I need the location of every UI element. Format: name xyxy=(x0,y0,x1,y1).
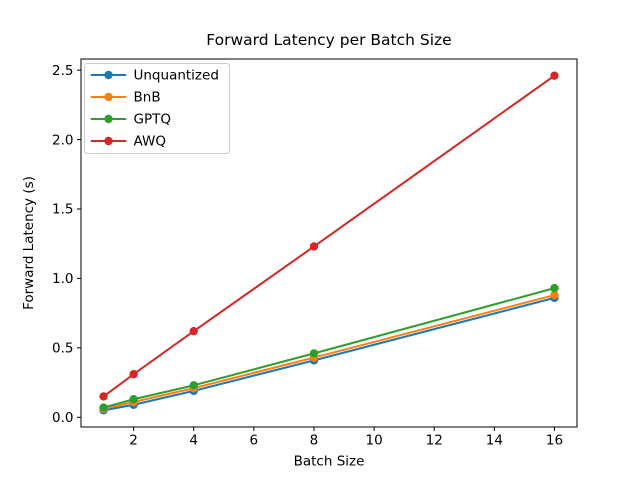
y-tick-label: 0.5 xyxy=(52,341,73,357)
series-marker-gptq xyxy=(309,349,319,358)
y-tick-label: 1.0 xyxy=(52,271,73,287)
x-axis-label: Batch Size xyxy=(294,454,365,470)
x-tick-label: 10 xyxy=(365,433,382,449)
legend-item-awq: AWQ xyxy=(90,134,166,150)
legend-label-bnb: BnB xyxy=(134,90,161,106)
x-tick-label: 8 xyxy=(310,433,319,449)
legend-box xyxy=(84,63,230,154)
legend-item-gptq: GPTQ xyxy=(90,112,171,128)
legend-swatch-marker-awq xyxy=(104,136,113,146)
x-tick-label: 16 xyxy=(546,433,563,449)
legend-swatch-marker-unquantized xyxy=(104,70,113,80)
legend-item-unquantized: Unquantized xyxy=(90,68,219,84)
y-tick-label: 0.0 xyxy=(52,410,73,426)
series-marker-gptq xyxy=(99,403,108,412)
legend-item-bnb: BnB xyxy=(90,90,161,106)
series-line-bnb xyxy=(102,294,556,410)
legend-swatch-marker-bnb xyxy=(104,92,113,102)
series-marker-awq xyxy=(99,392,108,401)
series-marker-awq xyxy=(550,71,559,80)
chart-title: Forward Latency per Batch Size xyxy=(206,31,451,49)
legend: Unquantized BnB GPTQ AWQ xyxy=(84,63,230,154)
x-tick-label: 6 xyxy=(250,433,259,449)
y-tick-label: 2.5 xyxy=(52,63,73,79)
y-axis-label: Forward Latency (s) xyxy=(21,176,37,310)
series-marker-gptq xyxy=(129,395,138,404)
x-tick-label: 4 xyxy=(189,433,198,449)
series-marker-bnb xyxy=(550,290,559,300)
series-marker-gptq xyxy=(189,381,198,390)
x-tick-label: 14 xyxy=(486,433,503,449)
series-gptq xyxy=(99,283,559,412)
series-awq xyxy=(99,71,559,401)
x-tick-label: 12 xyxy=(426,433,443,449)
y-tick-label: 1.5 xyxy=(52,202,73,218)
series-bnb xyxy=(99,290,559,414)
series-marker-awq xyxy=(189,326,198,336)
legend-label-gptq: GPTQ xyxy=(134,112,171,128)
series-marker-awq xyxy=(309,242,319,251)
legend-label-unquantized: Unquantized xyxy=(134,68,219,84)
x-tick-label: 2 xyxy=(129,433,138,449)
legend-label-awq: AWQ xyxy=(134,134,166,150)
legend-swatch-marker-gptq xyxy=(104,114,113,124)
plot-border xyxy=(80,58,578,428)
series-marker-gptq xyxy=(550,283,559,293)
series-marker-awq xyxy=(129,370,138,379)
y-tick-label: 2.0 xyxy=(52,132,73,148)
plot-layer: 2 4 6 8 10 12 14 16 0.0 0.5 1.0 1.5 2.0 2.5 Unquantize… xyxy=(52,58,578,449)
